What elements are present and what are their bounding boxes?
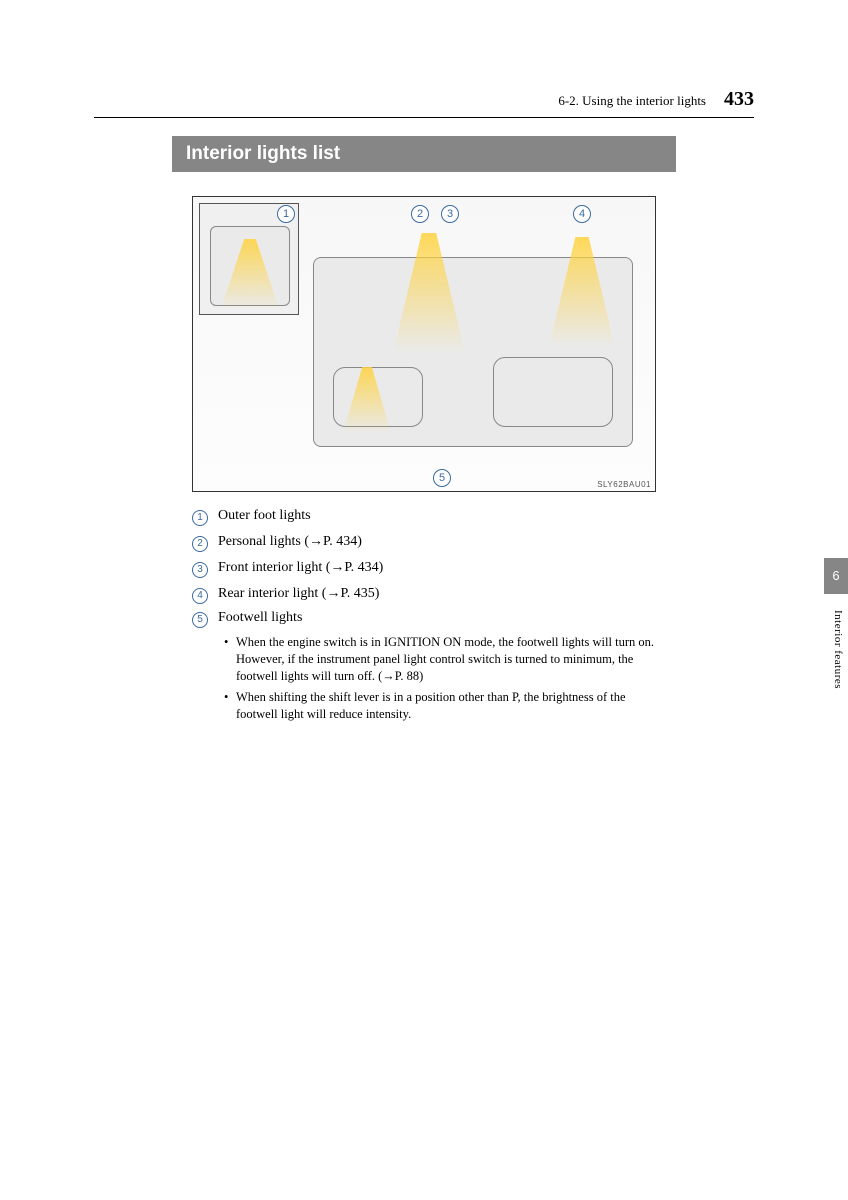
list-item: 4 Rear interior light (→P. 435)	[192, 584, 656, 603]
list-item-text: Rear interior light (→P. 435)	[218, 584, 379, 602]
diagram-code: SLY62BAU01	[597, 480, 651, 489]
list-item-number: 5	[192, 612, 208, 628]
list-item-text: Front interior light (→P. 434)	[218, 558, 383, 576]
list-item-text: Footwell lights	[218, 610, 302, 626]
page-ref-arrow-icon: →	[326, 584, 340, 600]
list-item-text: Personal lights (→P. 434)	[218, 532, 362, 550]
note-item: When shifting the shift lever is in a po…	[224, 689, 656, 723]
list-item: 5 Footwell lights	[192, 610, 656, 627]
interior-lights-diagram: SLY62BAU01 12345	[192, 196, 656, 492]
page-ref-arrow-icon: →	[330, 558, 344, 574]
footwell-notes: When the engine switch is in IGNITION ON…	[224, 634, 656, 722]
list-item: 3 Front interior light (→P. 434)	[192, 558, 656, 577]
lights-list: 1 Outer foot lights 2 Personal lights (→P. …	[192, 508, 656, 627]
list-item: 1 Outer foot lights	[192, 508, 656, 525]
list-item: 2 Personal lights (→P. 434)	[192, 532, 656, 551]
diagram-callout: 5	[433, 469, 451, 487]
chapter-tab: 6	[824, 558, 848, 594]
list-item-number: 3	[192, 562, 208, 578]
page-ref-arrow-icon: →	[309, 532, 323, 548]
header-rule	[94, 117, 754, 118]
rear-seat	[493, 357, 613, 427]
page-header: 6-2. Using the interior lights 433	[94, 88, 754, 111]
diagram-callout: 2	[411, 205, 429, 223]
list-item-number: 4	[192, 588, 208, 604]
list-item-number: 2	[192, 536, 208, 552]
list-item-number: 1	[192, 510, 208, 526]
chapter-side-label: Interior features	[832, 610, 844, 689]
list-item-text: Outer foot lights	[218, 508, 311, 524]
page-number: 433	[724, 88, 754, 111]
section-reference: 6-2. Using the interior lights	[558, 93, 706, 109]
section-title: Interior lights list	[172, 136, 676, 172]
diagram-callout: 1	[277, 205, 295, 223]
diagram-callout: 4	[573, 205, 591, 223]
note-item: When the engine switch is in IGNITION ON…	[224, 634, 656, 685]
diagram-callout: 3	[441, 205, 459, 223]
